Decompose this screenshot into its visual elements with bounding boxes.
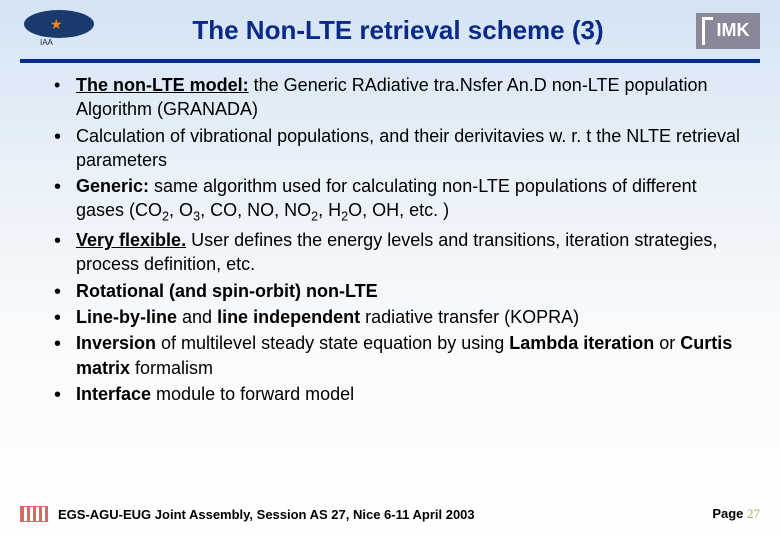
logo-iaa: ★ IAA bbox=[20, 8, 100, 53]
logo-iaa-text: IAA bbox=[40, 38, 53, 47]
bullet-3: Generic: same algorithm used for calcula… bbox=[50, 174, 740, 226]
bullet-5: Rotational (and spin-orbit) non-LTE bbox=[50, 279, 740, 303]
bullet-5-text: Rotational (and spin-orbit) non-LTE bbox=[76, 281, 378, 301]
footer-page: Page 27 bbox=[712, 506, 760, 522]
logo-imk-text: IMK bbox=[717, 20, 750, 41]
bullet-4-lead: Very flexible. bbox=[76, 230, 186, 250]
slide-title: The Non-LTE retrieval scheme (3) bbox=[100, 15, 696, 46]
logo-imk: IMK bbox=[696, 13, 760, 49]
bullet-2-text: Calculation of vibrational populations, … bbox=[76, 126, 740, 170]
slide-body: The non-LTE model: the Generic RAdiative… bbox=[0, 73, 780, 406]
bullet-1: The non-LTE model: the Generic RAdiative… bbox=[50, 73, 740, 122]
bullet-6: Line-by-line and line independent radiat… bbox=[50, 305, 740, 329]
slide-header: ★ IAA The Non-LTE retrieval scheme (3) I… bbox=[0, 0, 780, 53]
slide-footer: EGS-AGU-EUG Joint Assembly, Session AS 2… bbox=[0, 506, 780, 522]
bullet-8: Interface module to forward model bbox=[50, 382, 740, 406]
bullet-4: Very flexible. User defines the energy l… bbox=[50, 228, 740, 277]
bullet-3-lead: Generic: bbox=[76, 176, 149, 196]
bullet-2: Calculation of vibrational populations, … bbox=[50, 124, 740, 173]
bullet-7: Inversion of multilevel steady state equ… bbox=[50, 331, 740, 380]
footer-stripe-icon bbox=[20, 506, 48, 522]
title-rule bbox=[20, 59, 760, 63]
bullet-1-lead: The non-LTE model: bbox=[76, 75, 249, 95]
footer-conference: EGS-AGU-EUG Joint Assembly, Session AS 2… bbox=[58, 507, 475, 522]
